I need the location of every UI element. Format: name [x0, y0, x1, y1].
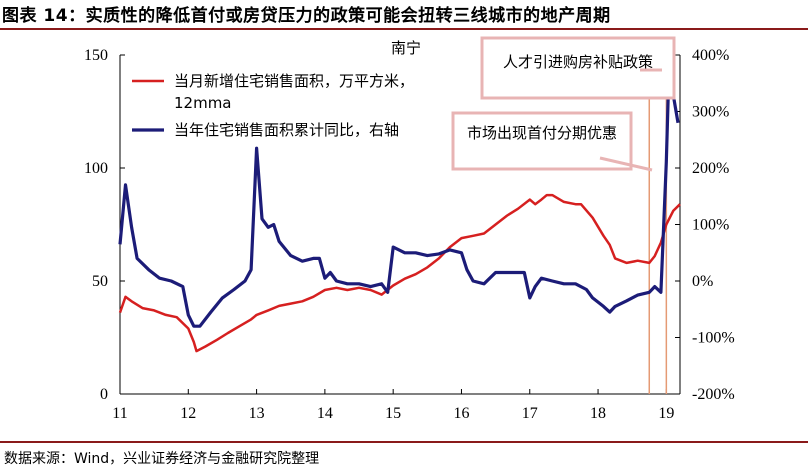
annotation-box-talent-policy — [480, 36, 676, 100]
x-tick-label: 15 — [385, 405, 401, 422]
y-right-tick-label: 300% — [692, 104, 729, 121]
footer-rule — [0, 441, 808, 443]
y-left-tick-label: 50 — [92, 273, 108, 290]
y-left-tick-label: 150 — [84, 47, 108, 64]
legend-label-series-2: 当年住宅销售面积累计同比，右轴 — [174, 121, 399, 139]
legend-label-series-1-line-1: 当月新增住宅销售面积，万平方米， — [174, 72, 414, 90]
x-tick-label: 18 — [590, 405, 606, 422]
y-right-tick-label: 400% — [692, 47, 729, 64]
annotation-arrow-down-payment — [599, 156, 653, 172]
line-chart: 0 50 100 150 -200% -100% 0% 100% 200% 300% 400% 11 1… — [84, 36, 735, 422]
legend-label-series-1-line-2: 12mma — [174, 94, 232, 112]
source-note: 数据来源：Wind，兴业证券经济与金融研究院整理 — [4, 451, 320, 467]
annotation-box-down-payment-text: 市场出现首付分期优惠 — [467, 124, 617, 142]
y-right-tick-label: 100% — [692, 217, 729, 234]
x-tick-label: 13 — [249, 405, 265, 422]
x-tick-label: 19 — [658, 405, 674, 422]
x-tick-label: 17 — [522, 405, 538, 422]
figure-title: 图表 14：实质性的降低首付或房贷压力的政策可能会扭转三线城市的地产周期 — [2, 6, 611, 26]
header-rule — [0, 28, 808, 30]
y-left-tick-label: 0 — [100, 386, 108, 403]
y-left-tick-label: 100 — [84, 160, 108, 177]
series-line-sales-area — [118, 193, 681, 353]
y-right-tick-label: 200% — [692, 160, 729, 177]
plot-area: 0 50 100 150 -200% -100% 0% 100% 200% 300% 400% 11 1… — [84, 36, 735, 422]
chart-title: 南宁 — [391, 39, 421, 57]
figure-header: 图表 14：实质性的降低首付或房贷压力的政策可能会扭转三线城市的地产周期 — [0, 0, 808, 26]
x-tick-label: 16 — [453, 405, 469, 422]
x-tick-label: 11 — [112, 405, 127, 422]
annotation-box-talent-policy-text: 人才引进购房补贴政策 — [503, 53, 653, 71]
y-right-tick-label: -100% — [692, 330, 735, 347]
series-line-yoy — [118, 87, 680, 328]
y-right-tick-label: -200% — [692, 386, 735, 403]
y-right-tick-label: 0% — [692, 273, 713, 290]
x-tick-label: 14 — [317, 405, 333, 422]
x-tick-label: 12 — [180, 405, 196, 422]
